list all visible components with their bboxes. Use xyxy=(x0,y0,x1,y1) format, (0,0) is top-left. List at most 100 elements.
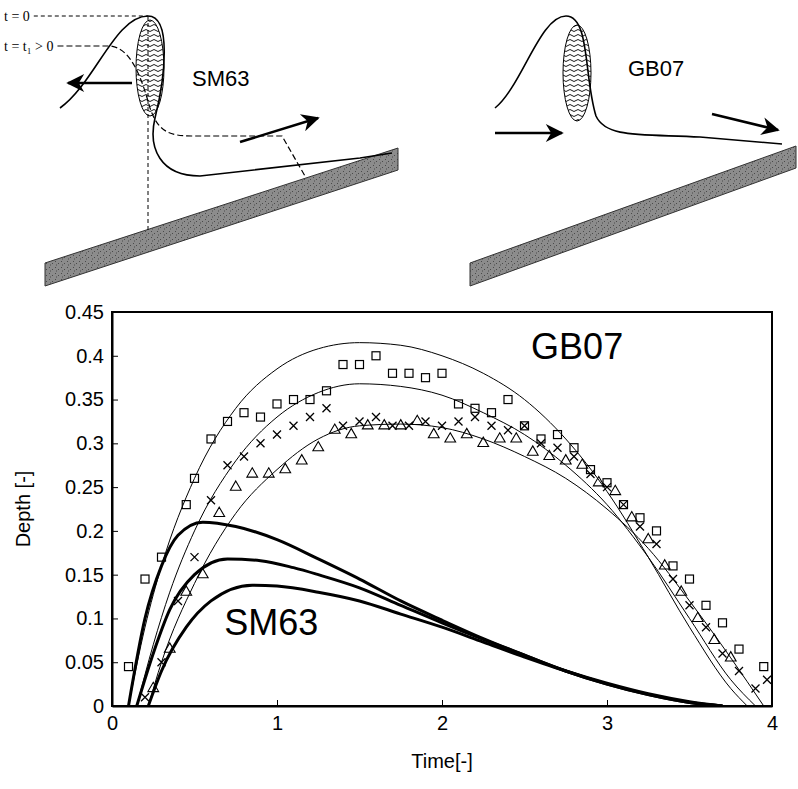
x-tick-label: 3 xyxy=(602,712,613,734)
y-tick-label: 0.25 xyxy=(65,476,104,498)
series-line xyxy=(129,343,748,706)
y-tick: 0.4 xyxy=(76,345,118,367)
data-point xyxy=(570,452,578,460)
data-point xyxy=(224,417,232,425)
data-point xyxy=(405,369,413,377)
data-point xyxy=(306,396,314,404)
x-tick-mark xyxy=(442,700,443,706)
data-point xyxy=(537,435,545,443)
data-point xyxy=(125,663,133,671)
y-tick-mark xyxy=(112,706,118,707)
figure: t = 0t = t₁ > 0SM63GB070123400.050.10.15… xyxy=(0,0,798,789)
arrow xyxy=(68,82,132,85)
data-point xyxy=(676,586,687,595)
y-tick-label: 0.4 xyxy=(76,345,104,367)
data-point xyxy=(471,413,479,421)
data-point xyxy=(587,466,595,474)
wave xyxy=(495,16,782,144)
x-tick: 3 xyxy=(602,700,613,734)
data-point xyxy=(577,459,588,468)
data-point xyxy=(643,533,654,542)
y-tick-label: 0.35 xyxy=(65,388,104,410)
y-tick-mark xyxy=(112,443,118,444)
y-tick: 0.2 xyxy=(76,520,118,542)
diagram-gb07: GB07 xyxy=(470,16,796,286)
data-point xyxy=(488,422,496,430)
data-point xyxy=(191,474,199,482)
data-point xyxy=(560,455,571,464)
x-tick-mark xyxy=(772,700,773,706)
data-point xyxy=(362,420,373,429)
x-tick: 2 xyxy=(437,700,448,734)
annotation: SM63 xyxy=(224,602,318,643)
data-point xyxy=(494,433,505,442)
y-tick: 0 xyxy=(93,695,118,717)
plot-frame xyxy=(112,312,772,706)
data-point xyxy=(422,374,430,382)
data-point xyxy=(669,575,677,583)
x-axis: 0 1 2 3 4 xyxy=(107,700,778,734)
data-point xyxy=(224,461,232,469)
data-point xyxy=(686,575,694,583)
y-tick: 0.3 xyxy=(76,432,118,454)
data-point xyxy=(692,612,703,621)
y-axis-title: Depth [-] xyxy=(12,471,34,548)
data-point xyxy=(653,527,661,535)
data-point xyxy=(763,676,771,684)
data-point xyxy=(207,496,215,504)
x-tick: 4 xyxy=(767,700,778,734)
x-tick-label: 1 xyxy=(272,712,283,734)
time-label: t = t₁ > 0 xyxy=(4,39,53,54)
data-point xyxy=(603,483,611,491)
series-line xyxy=(148,585,722,706)
data-point xyxy=(306,413,314,421)
diagram-label: SM63 xyxy=(192,66,249,91)
data-point xyxy=(504,396,512,404)
data-point xyxy=(752,684,760,692)
data-point xyxy=(356,361,364,369)
data-point xyxy=(191,553,199,561)
data-point xyxy=(445,433,456,442)
data-point xyxy=(141,693,149,701)
data-point xyxy=(521,422,529,430)
data-point xyxy=(339,422,347,430)
arrow xyxy=(495,132,562,135)
annotation: GB07 xyxy=(531,326,623,367)
data-point xyxy=(372,413,380,421)
series-line xyxy=(137,384,756,706)
data-point xyxy=(329,424,340,433)
data-point xyxy=(290,396,298,404)
data-point xyxy=(735,645,743,653)
y-tick-label: 0 xyxy=(93,695,104,717)
data-point xyxy=(659,560,670,569)
data-point xyxy=(709,634,720,643)
dashed-line xyxy=(34,16,148,230)
breaking-zone xyxy=(563,25,591,121)
data-point xyxy=(323,387,331,395)
data-point xyxy=(504,426,512,434)
diagrams: t = 0t = t₁ > 0SM63GB07 xyxy=(4,9,796,286)
data-point xyxy=(636,523,644,531)
data-point xyxy=(686,601,694,609)
data-point xyxy=(412,415,423,424)
data-point xyxy=(438,422,446,430)
data-point xyxy=(240,452,248,460)
data-point xyxy=(653,540,661,548)
y-tick-mark xyxy=(112,356,118,357)
x-tick-label: 4 xyxy=(767,712,778,734)
data-point xyxy=(389,369,397,377)
x-tick-mark xyxy=(607,700,608,706)
data-point xyxy=(554,431,562,439)
data-point xyxy=(323,404,331,412)
data-point xyxy=(471,404,479,412)
data-point xyxy=(461,428,472,437)
arrow xyxy=(712,114,778,130)
data-point xyxy=(257,413,265,421)
data-point xyxy=(455,400,463,408)
y-tick: 0.35 xyxy=(65,388,118,410)
data-point xyxy=(455,417,463,425)
x-tick-label: 0 xyxy=(107,712,118,734)
diagram-label: GB07 xyxy=(628,56,684,81)
data-point xyxy=(544,450,555,459)
data-point xyxy=(230,481,241,490)
